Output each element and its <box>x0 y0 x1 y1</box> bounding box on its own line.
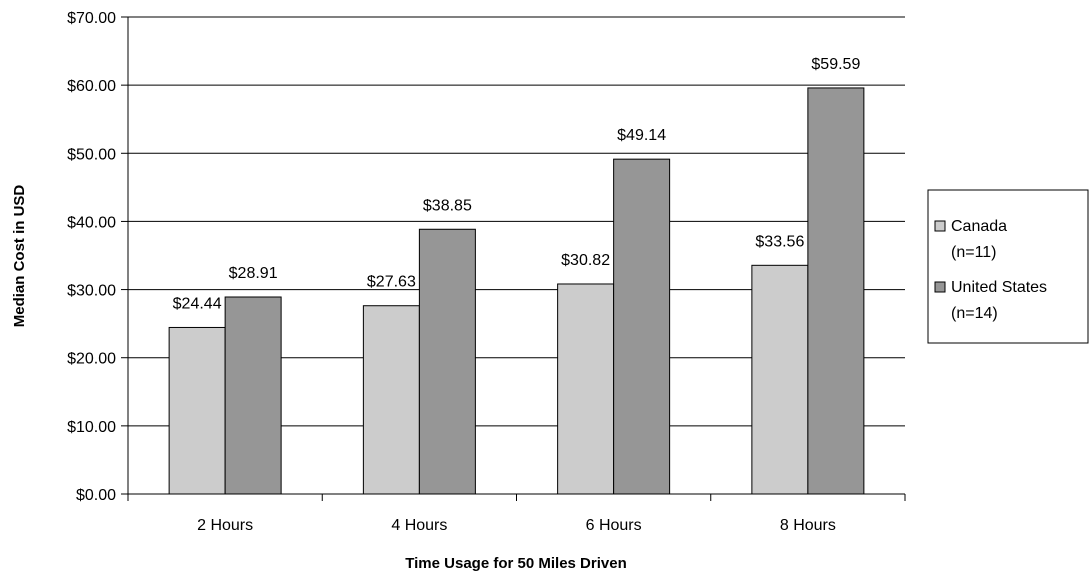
legend-swatch <box>934 220 946 232</box>
bar-canada <box>362 305 420 495</box>
bar-canada <box>557 283 615 495</box>
bar-united-states <box>613 158 671 495</box>
data-label: $59.59 <box>811 56 860 73</box>
x-tick-label: 6 Hours <box>586 517 642 534</box>
bar-canada <box>168 326 226 495</box>
bar-united-states <box>418 228 476 495</box>
y-tick-label: $20.00 <box>67 351 116 368</box>
y-tick-label: $70.00 <box>67 10 116 27</box>
legend: Canada (n=11) United States (n=14) <box>927 189 1089 344</box>
data-label: $49.14 <box>617 127 666 144</box>
bar-united-states <box>224 296 282 495</box>
data-label: $24.44 <box>173 295 222 312</box>
x-axis-ticks: 2 Hours 4 Hours 6 Hours 8 Hours <box>127 494 906 534</box>
y-tick-label: $10.00 <box>67 419 116 436</box>
bars <box>168 87 865 495</box>
bar-united-states <box>807 87 865 495</box>
legend-swatch <box>934 281 946 293</box>
data-label: $30.82 <box>561 252 610 269</box>
x-tick-label: 8 Hours <box>780 517 836 534</box>
data-label: $33.56 <box>755 233 804 250</box>
y-tick-label: $60.00 <box>67 78 116 95</box>
y-tick-label: $40.00 <box>67 214 116 231</box>
legend-box <box>927 189 1089 344</box>
y-tick-label: $30.00 <box>67 283 116 300</box>
x-tick-label: 4 Hours <box>391 517 447 534</box>
legend-label: (n=14) <box>951 305 998 322</box>
data-label: $27.63 <box>367 274 416 291</box>
data-label: $38.85 <box>423 197 472 214</box>
bar-canada <box>751 264 809 495</box>
x-tick-label: 2 Hours <box>197 517 253 534</box>
data-label: $28.91 <box>229 265 278 282</box>
data-labels: $24.44 $28.91 $27.63 $38.85 $30.82 $49.14 $33.… <box>173 56 861 313</box>
legend-label: Canada <box>951 218 1007 235</box>
x-axis-title: Time Usage for 50 Miles Driven <box>405 555 626 572</box>
y-axis-ticks: $0.00 $10.00 $20.00 $30.00 $40.00 $50.00 $60.0… <box>67 10 128 504</box>
y-tick-label: $50.00 <box>67 146 116 163</box>
y-tick-label: $0.00 <box>76 487 116 504</box>
y-axis-title: Median Cost in USD <box>11 185 28 328</box>
legend-label: United States <box>951 279 1047 296</box>
legend-label: (n=11) <box>951 244 997 261</box>
